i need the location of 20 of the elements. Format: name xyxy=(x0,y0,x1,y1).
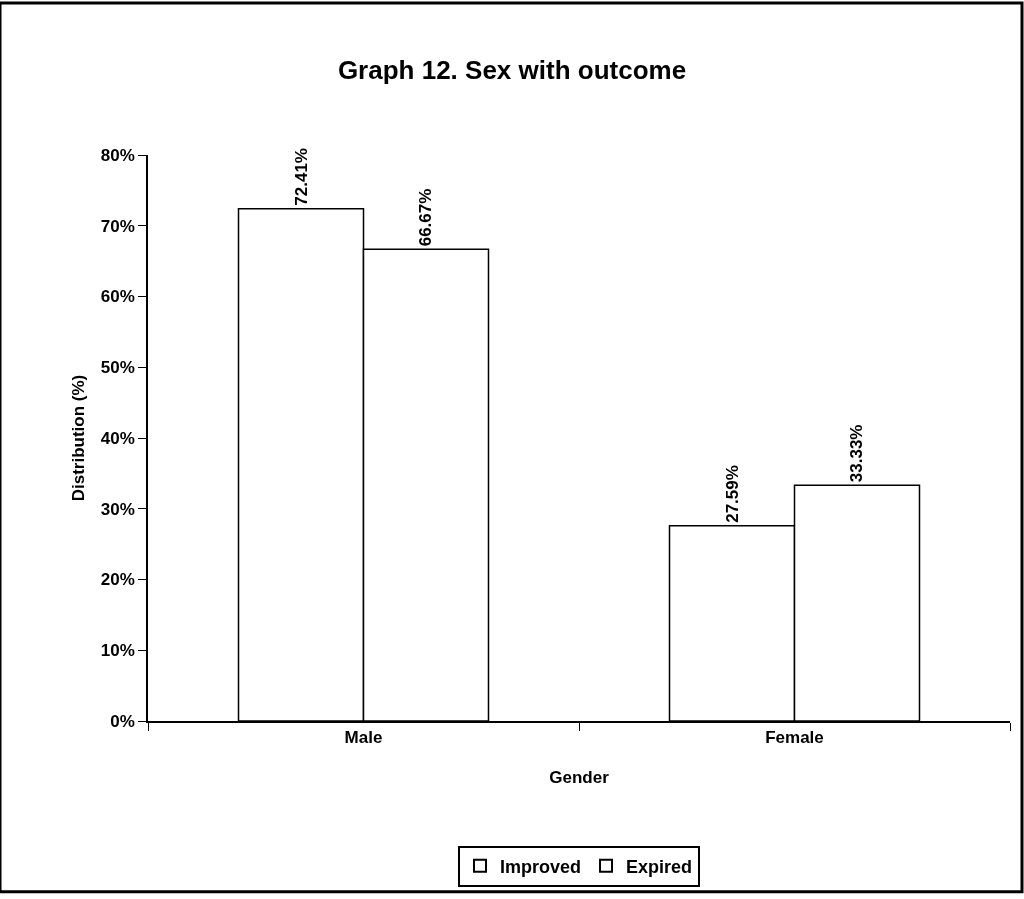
data-label: 27.59% xyxy=(722,465,742,523)
data-label: 33.33% xyxy=(847,424,867,483)
y-tick-label: 60% xyxy=(100,287,135,307)
y-tick-label: 0% xyxy=(110,711,135,731)
y-tick-label: 50% xyxy=(100,358,135,378)
y-tick-label: 70% xyxy=(100,216,135,236)
y-tick-label: 10% xyxy=(100,641,135,661)
y-tick-label: 80% xyxy=(100,145,135,165)
legend-label: Improved xyxy=(500,856,582,877)
x-tick-label: Male xyxy=(344,728,383,748)
legend-label: Expired xyxy=(626,856,693,877)
data-label: 72.41% xyxy=(291,148,311,206)
x-axis-title: Gender xyxy=(549,768,610,788)
x-tick-label: Female xyxy=(765,728,824,748)
y-tick-label: 40% xyxy=(100,428,135,448)
y-axis-title: Distribution (%) xyxy=(68,374,88,502)
chart-title: Graph 12. Sex with outcome xyxy=(337,55,687,86)
data-label: 66.67% xyxy=(416,188,436,247)
y-tick-label: 30% xyxy=(100,499,135,519)
y-tick-label: 20% xyxy=(100,570,135,590)
